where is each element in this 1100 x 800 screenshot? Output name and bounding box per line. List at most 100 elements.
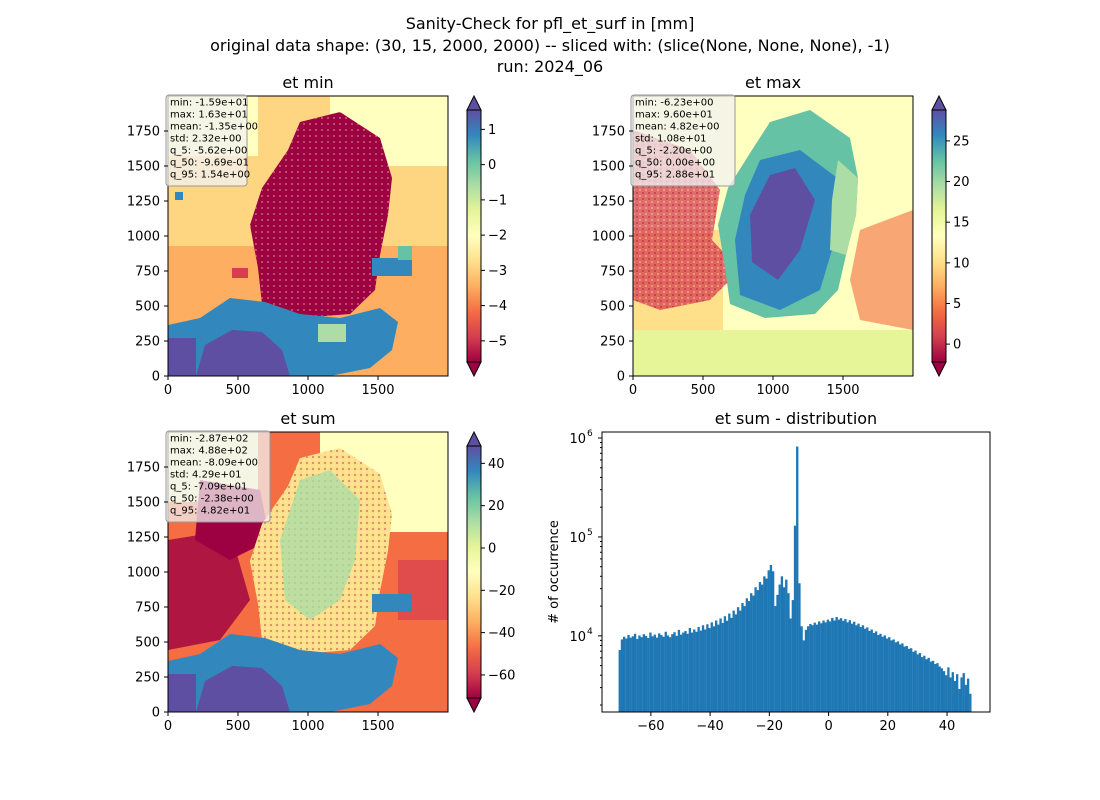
x-tick-label: 0 — [629, 383, 637, 398]
histogram-bar — [890, 640, 893, 712]
histogram-bar — [739, 610, 742, 712]
histogram-bar — [881, 636, 884, 712]
suptitle-line-1: Sanity-Check for pfl_et_surf in [mm] — [406, 14, 695, 34]
et-sum-stat: q_5: -7.09e+01 — [170, 482, 247, 493]
histogram-bar — [618, 649, 621, 712]
y-tick-exponent: 6 — [587, 429, 593, 439]
et-min-stat: max: 1.63e+01 — [170, 110, 248, 121]
histogram-bars — [618, 446, 972, 712]
et-max-stat: q_5: -2.20e+00 — [635, 146, 712, 157]
histogram-bar — [750, 593, 753, 712]
histogram-bar — [931, 660, 935, 712]
y-tick-label: 1000 — [592, 230, 625, 245]
histogram-bar — [671, 634, 674, 712]
colorbar-tick-label: 1 — [488, 123, 496, 138]
histogram-bar — [664, 631, 667, 712]
histogram-bar — [966, 678, 970, 712]
y-tick-label: 1250 — [592, 195, 625, 210]
histogram-bar — [912, 651, 915, 712]
x-tick-label: 1500 — [361, 383, 394, 398]
colorbar-tick-label: −3 — [488, 264, 507, 279]
histogram-frame — [601, 431, 991, 713]
histogram-bar — [719, 618, 722, 712]
histogram-bar — [837, 619, 841, 712]
et-sum-stat: q_50: -2.38e+00 — [170, 494, 254, 505]
histogram-bar — [833, 620, 836, 712]
histogram-bar — [835, 617, 838, 712]
histogram-bar — [666, 635, 670, 712]
et-min-title: et min — [282, 73, 333, 92]
colorbar-tick-label: 15 — [953, 216, 970, 231]
histogram-bar — [905, 645, 908, 712]
histogram-bar — [798, 583, 801, 712]
histogram-bar — [951, 672, 954, 712]
histogram-bar — [633, 633, 637, 712]
histogram-bar — [690, 632, 694, 712]
histogram-bar — [857, 623, 860, 712]
et-min-x-axis: 0 500 1000 1500 — [164, 376, 395, 398]
y-tick-label: 750 — [135, 601, 160, 616]
histogram-bar — [776, 594, 779, 712]
colorbar-tick-label: 20 — [488, 499, 505, 514]
et-min-y-axis: 0 250 500 750 1000 1250 1500 1750 — [127, 125, 168, 385]
histogram-bar — [883, 635, 887, 712]
et-max-stats-box: min: -6.23e+00 max: 9.60e+01 mean: 4.82e… — [630, 94, 736, 187]
histogram-bar — [638, 635, 641, 712]
histogram-bar — [831, 617, 834, 712]
histogram-bar — [885, 638, 889, 712]
x-tick-label: −60 — [637, 719, 664, 734]
et-max-title: et max — [745, 73, 801, 92]
histogram-bar — [771, 571, 775, 712]
histogram-bar — [708, 628, 711, 712]
histogram-bar — [732, 610, 735, 712]
histogram-bar — [756, 590, 759, 712]
et-min-stat: mean: -1.35e+00 — [170, 122, 258, 133]
panel-et-max: et max min: -6.23e+00 max: 9.60e+01 mean… — [592, 73, 970, 398]
histogram-bar — [767, 570, 770, 712]
histogram-bar — [758, 582, 762, 712]
histogram-bar — [761, 584, 764, 712]
histogram-bar — [945, 675, 948, 712]
histogram-bar — [627, 635, 630, 712]
histogram-bar — [899, 644, 902, 712]
suptitle-line-2: original data shape: (30, 15, 2000, 2000… — [210, 36, 890, 55]
histogram-bar — [653, 634, 656, 712]
histogram-bar — [688, 628, 692, 712]
colorbar-tick-label: 0 — [488, 541, 496, 556]
histogram-bar — [642, 634, 646, 712]
y-tick-label: 10 — [569, 432, 586, 447]
histogram-bar — [712, 626, 716, 712]
et-min-colorbar-ticks: 1 0 −1 −2 −3 −4 −5 — [481, 123, 507, 349]
y-tick-label: 250 — [600, 335, 625, 350]
et-sum-title: et sum — [280, 409, 335, 428]
histogram-bar — [907, 648, 911, 712]
histogram-bar — [682, 632, 685, 712]
histogram-bar — [714, 620, 718, 712]
histogram-bar — [769, 565, 773, 712]
colorbar-tick-label: 10 — [953, 256, 970, 271]
histogram-bar — [877, 635, 880, 712]
colorbar-tick-label: −20 — [488, 584, 515, 599]
histogram-bar — [874, 631, 878, 712]
histogram-bar — [675, 635, 678, 712]
x-tick-label: 0 — [164, 383, 172, 398]
et-max-stat: max: 9.60e+01 — [635, 110, 713, 121]
histogram-bar — [730, 617, 733, 712]
histogram-bar — [782, 587, 786, 712]
histogram-bar — [811, 625, 814, 712]
histogram-bar — [903, 646, 906, 712]
histogram-bar — [673, 632, 676, 712]
histogram-bar — [736, 607, 740, 712]
histogram-bar — [920, 657, 924, 712]
y-tick-label: 1000 — [127, 230, 160, 245]
histogram-bar — [956, 674, 959, 712]
histogram-bar — [813, 622, 816, 712]
panel-et-sum: et sum min: -2.87e+02 max: 4.88e+02 mean… — [127, 409, 516, 734]
histogram-bar — [888, 637, 891, 712]
panel-et-sum-distribution: et sum - distribution −60 −40 −20 0 20 40 10 4… — [547, 409, 991, 734]
x-tick-label: 500 — [226, 383, 251, 398]
et-min-stat: std: 2.32e+00 — [170, 134, 242, 145]
histogram-bar — [780, 576, 784, 712]
colorbar-tick-label: 0 — [953, 338, 961, 353]
